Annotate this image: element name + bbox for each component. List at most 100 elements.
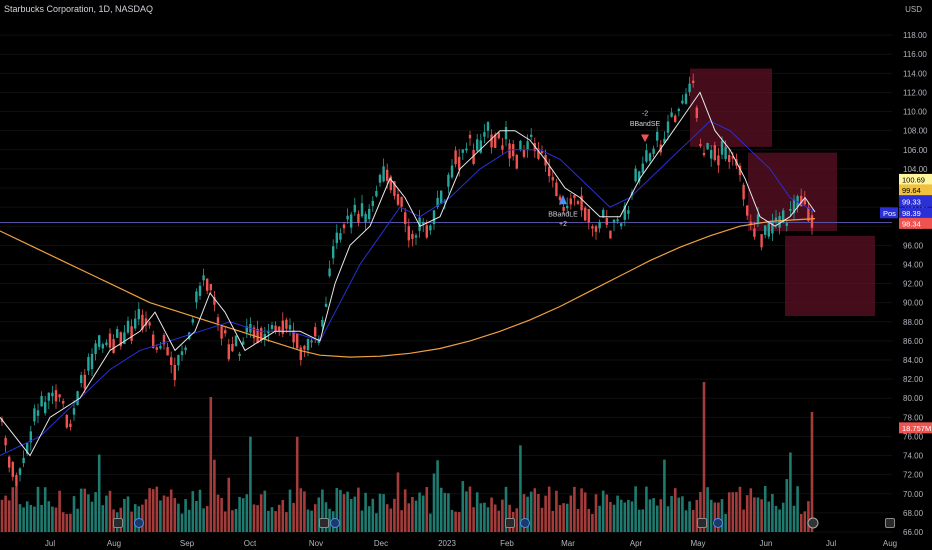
volume-bar (486, 507, 490, 532)
candle-body (94, 343, 97, 355)
price-tick-label: 110.00 (903, 108, 927, 117)
position-badge-label: Pos (883, 209, 896, 218)
candle-body (339, 233, 342, 240)
candle-body (191, 319, 194, 323)
earnings-icon[interactable] (319, 518, 329, 528)
volume-bar (205, 506, 209, 532)
volume-bar (288, 489, 292, 532)
volume-bar (79, 488, 83, 532)
price-tick-label: 86.00 (903, 337, 924, 346)
volume-bar (447, 493, 450, 532)
candle-body (710, 150, 713, 159)
volume-bar (364, 492, 367, 532)
volume-bar (789, 452, 792, 532)
volume-bar (544, 495, 547, 532)
volume-bar (655, 505, 659, 532)
earnings-icon[interactable] (697, 518, 707, 528)
dividend-icon[interactable] (134, 518, 144, 528)
candle-body (321, 319, 324, 327)
time-tick-label: Nov (309, 539, 323, 548)
time-axis[interactable]: Jul Aug Sep Oct Nov Dec 2023 Feb Mar Apr May Jun Jul… (45, 539, 897, 548)
candle-body (303, 345, 306, 350)
candle-body (36, 410, 40, 416)
candle-body (33, 408, 36, 422)
candle-body (756, 214, 760, 223)
dividend-icon[interactable] (520, 518, 530, 528)
candle-body (324, 303, 328, 307)
candle-body (288, 325, 292, 330)
price-badge (899, 173, 932, 185)
volume-bar (223, 511, 227, 532)
annotation-label: BBandSE (630, 121, 661, 128)
price-tick-label: 104.00 (903, 165, 928, 174)
volume-bar (792, 505, 796, 532)
price-axis[interactable]: 118.00 116.00 114.00 112.00 110.00 108.00 106.… (903, 31, 928, 537)
volume-bar (281, 499, 285, 532)
event-markers[interactable] (113, 517, 895, 529)
candle-body (148, 322, 151, 326)
volume-bar (105, 495, 108, 532)
volume-bar (310, 510, 313, 532)
volume-bar (241, 498, 245, 532)
candle-body (717, 155, 720, 166)
candle-body (137, 309, 140, 320)
volume-bar (475, 492, 479, 532)
candle-body (281, 320, 284, 334)
candle-body (569, 198, 572, 205)
candle-body (684, 93, 688, 104)
candle-body (447, 174, 450, 187)
volume-bar (313, 504, 317, 532)
candle-body (724, 146, 727, 160)
volume-bar (335, 487, 339, 532)
earnings-icon[interactable] (885, 518, 895, 528)
candle-body (11, 461, 14, 477)
candle-body (440, 190, 443, 204)
volume-bar (652, 498, 655, 532)
candle-body (785, 223, 788, 226)
price-tick-label: 76.00 (903, 432, 924, 441)
candle-body (180, 351, 184, 356)
price-tick-label: 114.00 (903, 69, 927, 78)
volume-bar (360, 510, 364, 532)
volume-bar (285, 512, 288, 532)
candle-body (713, 145, 716, 161)
lightning-icon[interactable] (807, 517, 819, 529)
volume-bar (108, 490, 112, 532)
candle-body (699, 144, 702, 147)
volume-bar (673, 488, 677, 532)
volume-bar (695, 499, 699, 532)
candle-body (202, 275, 205, 281)
volume-bar (169, 489, 173, 532)
candle-body (584, 207, 587, 221)
volume-bar (648, 499, 652, 532)
volume-bar (270, 507, 274, 532)
volume-bar (367, 506, 371, 532)
candle-body (360, 203, 364, 217)
candle-body (173, 364, 176, 381)
projection-box (785, 235, 875, 317)
volume-bar (659, 499, 663, 532)
candle-body (184, 347, 187, 351)
price-tick-label: 84.00 (903, 356, 924, 365)
price-tick-label: 118.00 (903, 31, 927, 40)
volume-bar (274, 511, 277, 532)
candle-body (605, 218, 608, 225)
candle-body (677, 108, 680, 112)
candle-body (396, 194, 400, 205)
candle-body (393, 181, 396, 196)
dividend-icon[interactable] (330, 518, 340, 528)
volume-bar (580, 488, 583, 532)
time-tick-label: 2023 (438, 539, 456, 548)
long-arrow-icon (559, 194, 567, 205)
earnings-icon[interactable] (505, 518, 515, 528)
candle-body (328, 268, 331, 277)
volume-bar (558, 505, 562, 532)
earnings-icon[interactable] (113, 518, 123, 528)
candle-body (162, 334, 166, 345)
dividend-icon[interactable] (713, 518, 723, 528)
candle-body (353, 204, 356, 213)
volume-bar (151, 489, 155, 532)
time-tick-label: Feb (500, 539, 514, 548)
volume-bar (22, 507, 25, 532)
